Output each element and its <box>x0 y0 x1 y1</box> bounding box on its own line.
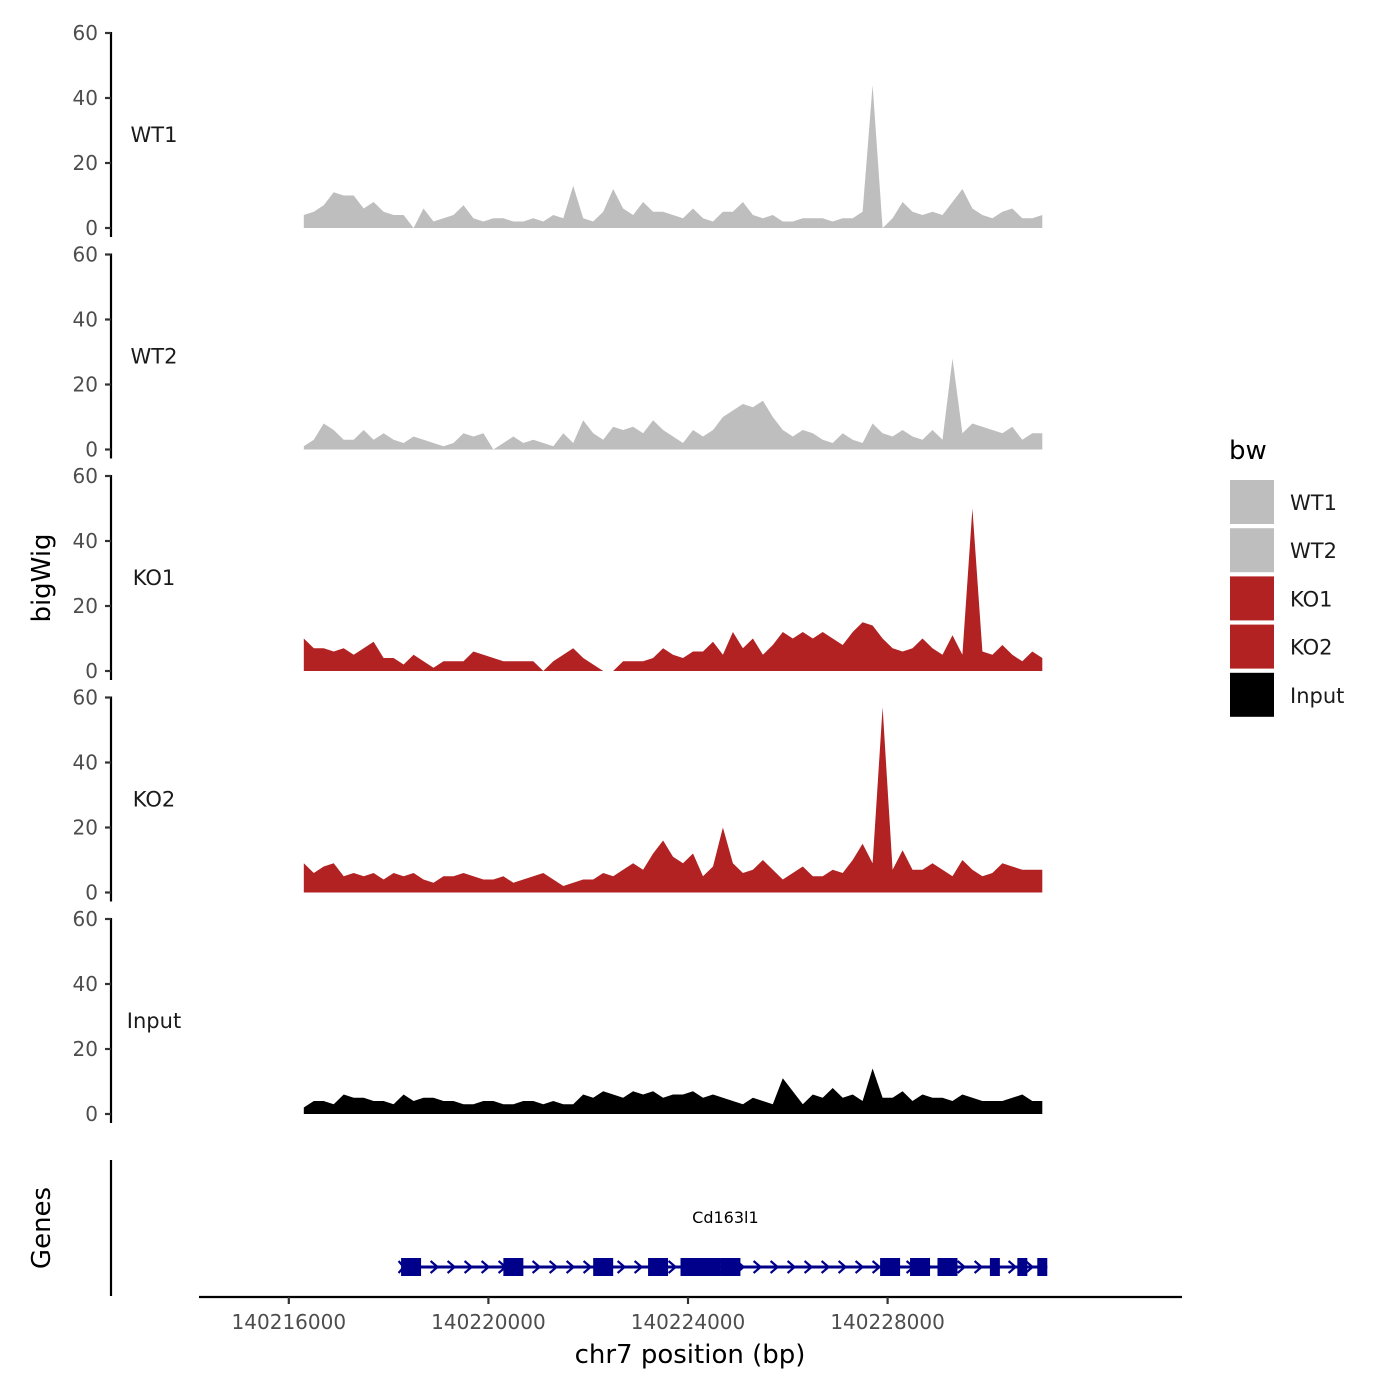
y-tick-label: 60 <box>73 21 98 45</box>
x-tick-label: 140228000 <box>830 1310 945 1334</box>
exon-12 <box>1017 1258 1028 1276</box>
track-label-KO1: KO1 <box>133 566 176 590</box>
strand-arrow <box>854 1260 865 1274</box>
signal-area-Input <box>303 1068 1043 1114</box>
track-label-WT2: WT2 <box>131 345 178 369</box>
signal-area-KO1 <box>303 508 1043 671</box>
track-Input: 0 20 40 60 Input <box>73 907 1043 1126</box>
strand-arrow <box>582 1260 593 1274</box>
legend-label-KO1: KO1 <box>1290 587 1333 611</box>
strand-arrow <box>973 1260 984 1274</box>
exon-2 <box>503 1258 524 1276</box>
legend: bw WT1 WT2 KO1 KO2 Input <box>1229 436 1344 717</box>
exon-10 <box>937 1258 958 1276</box>
track-WT2: 0 20 40 60 WT2 <box>73 243 1043 462</box>
legend-label-Input: Input <box>1290 684 1344 708</box>
track-label-Input: Input <box>127 1009 181 1033</box>
exon-7 <box>720 1258 741 1276</box>
strand-arrow <box>548 1260 559 1274</box>
exon-8 <box>880 1258 901 1276</box>
y-tick-label: 60 <box>73 907 98 931</box>
y-tick-label: 0 <box>85 216 98 240</box>
y-tick-label: 20 <box>73 151 98 175</box>
legend-swatch-KO1 <box>1230 576 1274 621</box>
strand-arrow <box>837 1260 848 1274</box>
exon-4 <box>648 1258 669 1276</box>
exon-9 <box>910 1258 931 1276</box>
legend-label-KO2: KO2 <box>1290 636 1333 660</box>
legend-swatch-KO2 <box>1230 624 1274 669</box>
track-label-WT1: WT1 <box>131 123 178 147</box>
strand-arrow <box>633 1260 644 1274</box>
x-tick-label: 140216000 <box>232 1310 347 1334</box>
strand-arrow <box>616 1260 627 1274</box>
exon-5 <box>680 1258 701 1276</box>
y-tick-label: 60 <box>73 464 98 488</box>
signal-area-WT2 <box>303 358 1043 450</box>
genes-track-label: Genes <box>27 1187 57 1269</box>
tracks-layer: 0 20 40 60 WT1 0 20 40 60 WT2 0 20 40 60 KO1 0 20 40 60 KO2… <box>73 21 1043 1126</box>
legend-swatch-Input <box>1230 672 1274 717</box>
exon-1 <box>401 1258 422 1276</box>
y-tick-label: 20 <box>73 594 98 618</box>
y-tick-label: 40 <box>73 972 98 996</box>
strand-arrow <box>463 1260 474 1274</box>
track-label-KO2: KO2 <box>133 788 176 812</box>
strand-arrow <box>871 1260 882 1274</box>
y-tick-label: 0 <box>85 659 98 683</box>
legend-label-WT2: WT2 <box>1290 539 1337 563</box>
exon-11 <box>989 1258 1000 1276</box>
strand-arrow <box>803 1260 814 1274</box>
y-tick-label: 20 <box>73 373 98 397</box>
legend-title: bw <box>1229 436 1267 466</box>
y-tick-label: 60 <box>73 686 98 710</box>
y-tick-label: 20 <box>73 816 98 840</box>
exon-13 <box>1037 1258 1048 1276</box>
strand-arrow <box>531 1260 542 1274</box>
y-tick-label: 40 <box>73 86 98 110</box>
gene-name-label: Cd163l1 <box>692 1208 759 1227</box>
strand-arrow <box>786 1260 797 1274</box>
strand-arrow <box>1024 1260 1035 1274</box>
x-axis: chr7 position (bp) 140216000 140220000 140… <box>199 1295 1182 1370</box>
strand-arrow <box>769 1260 780 1274</box>
y-tick-label: 0 <box>85 1102 98 1126</box>
track-KO2: 0 20 40 60 KO2 <box>73 686 1043 905</box>
legend-swatch-WT1 <box>1230 480 1274 524</box>
legend-swatch-WT2 <box>1230 528 1274 573</box>
strand-arrow <box>429 1260 440 1274</box>
y-tick-label: 60 <box>73 243 98 267</box>
strand-arrow <box>446 1260 457 1274</box>
strand-arrow <box>752 1260 763 1274</box>
legend-label-WT1: WT1 <box>1290 491 1337 515</box>
y-tick-label: 40 <box>73 751 98 775</box>
strand-arrow <box>820 1260 831 1274</box>
exon-6 <box>700 1258 721 1276</box>
strand-arrow <box>956 1260 967 1274</box>
exon-3 <box>593 1258 614 1276</box>
strand-arrow <box>667 1260 678 1274</box>
x-tick-label: 140220000 <box>431 1310 546 1334</box>
y-tick-label: 20 <box>73 1037 98 1061</box>
signal-area-WT1 <box>303 85 1043 228</box>
x-tick-label: 140224000 <box>631 1310 746 1334</box>
track-KO1: 0 20 40 60 KO1 <box>73 464 1043 683</box>
track-WT1: 0 20 40 60 WT1 <box>73 21 1043 240</box>
y-tick-label: 40 <box>73 308 98 332</box>
y-tick-label: 0 <box>85 438 98 462</box>
strand-arrow <box>565 1260 576 1274</box>
y-tick-label: 0 <box>85 881 98 905</box>
genes-track: Genes Cd163l1 <box>27 1160 1048 1296</box>
x-axis-title: chr7 position (bp) <box>575 1340 806 1370</box>
signal-area-KO2 <box>303 707 1043 893</box>
y-tick-label: 40 <box>73 529 98 553</box>
strand-arrow <box>480 1260 491 1274</box>
y-axis-title: bigWig <box>27 533 57 622</box>
strand-arrow <box>1007 1260 1018 1274</box>
